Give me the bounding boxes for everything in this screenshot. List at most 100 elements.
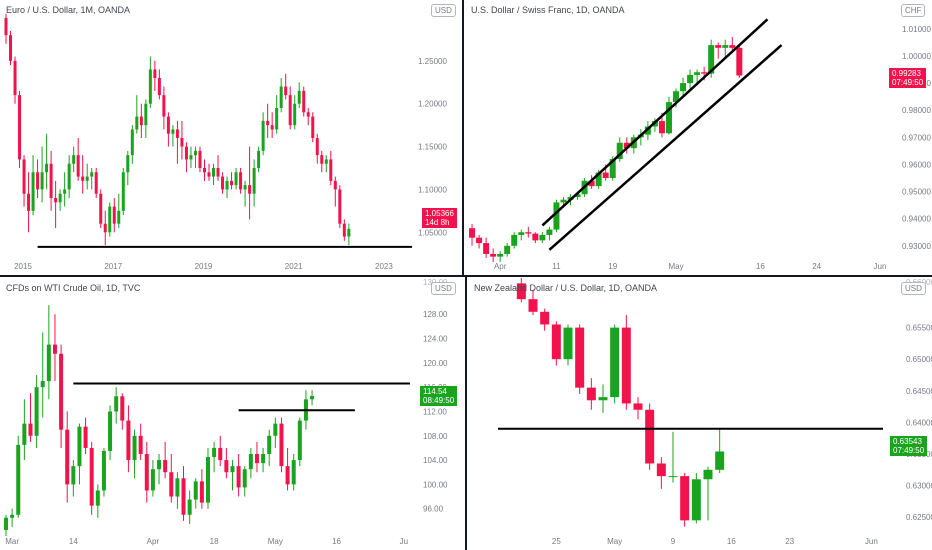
candle-body [729, 45, 736, 48]
y-tick-label: 100.00 [423, 480, 448, 489]
candle-body [212, 168, 216, 177]
candle-body [216, 168, 220, 177]
x-tick-label: 16 [332, 537, 341, 546]
candle-body [212, 447, 217, 458]
candle-body [633, 403, 643, 410]
currency-badge[interactable]: USD [901, 282, 926, 295]
currency-badge[interactable]: USD [431, 4, 456, 17]
candle-body [132, 435, 137, 461]
x-tick-label: Jun [865, 537, 878, 546]
currency-badge[interactable]: CHF [901, 4, 926, 17]
candle-body [71, 466, 76, 485]
candle-body [288, 95, 292, 126]
candle-body [193, 150, 197, 156]
candle-body [234, 172, 238, 186]
vertical-separator-bottom[interactable] [465, 276, 467, 550]
candle-body [108, 206, 112, 233]
candle-body [181, 478, 186, 515]
candle-body [273, 423, 278, 436]
candle-body [45, 163, 49, 173]
candle-body [297, 90, 301, 104]
candle-body [49, 163, 53, 198]
y-tick-label: 128.00 [423, 310, 448, 319]
candle-body [94, 172, 98, 194]
y-tick-label: 0.94000 [902, 215, 931, 224]
candle-body [157, 460, 162, 470]
candle-body [483, 243, 490, 254]
y-tick-label: 1.00000 [902, 52, 931, 61]
x-tick-label: Apr [147, 537, 160, 546]
candle-body [175, 129, 179, 138]
candle-body [221, 176, 225, 190]
y-tick-label: 120.00 [423, 359, 448, 368]
candle-body [722, 45, 729, 48]
candle-body [687, 74, 694, 84]
x-tick-label: 2023 [375, 262, 393, 271]
candle-body [169, 472, 174, 497]
chart-title: Euro / U.S. Dollar, 1M, OANDA [6, 5, 131, 15]
nzdusd-chart-svg[interactable]: 0.655000.650000.645000.640000.635000.630… [468, 278, 932, 550]
candle-body [553, 202, 560, 230]
candle-body [694, 72, 701, 75]
candle-body [270, 125, 274, 130]
candle-body [302, 90, 306, 113]
candle-body [184, 146, 188, 160]
x-tick-label: 11 [552, 262, 561, 271]
candle-body [189, 155, 193, 160]
candle-body [89, 447, 94, 506]
candle-body [598, 397, 608, 401]
candle-body [52, 344, 57, 354]
candle-body [157, 78, 161, 96]
candle-body [163, 460, 168, 473]
nzdusd-chart-panel[interactable]: 0.655000.650000.645000.640000.635000.630… [468, 278, 932, 550]
y-tick-label: 0.95000 [902, 188, 931, 197]
candle-body [225, 180, 229, 190]
price-tag-time: 08:49:50 [423, 396, 455, 405]
candle-body [333, 180, 337, 190]
candle-body [72, 155, 76, 164]
candle-body [621, 327, 631, 404]
y-tick-label: 0.98000 [902, 106, 931, 115]
vertical-separator-top[interactable] [462, 0, 464, 276]
candle-body [261, 120, 265, 151]
usdchf-chart-panel[interactable]: 1.010001.000000.990000.980000.970000.960… [465, 0, 932, 275]
candle-body [586, 387, 596, 401]
candle-body [239, 172, 243, 190]
eurusd-chart-panel[interactable]: 1.25000 1.20000 1.15000 1.10000 1.05000 2015 2… [0, 0, 462, 275]
x-tick-label: 2019 [195, 262, 213, 271]
candle-body [76, 155, 80, 177]
eurusd-chart-svg[interactable]: 1.25000 1.20000 1.15000 1.10000 1.05000 2015 2… [0, 0, 462, 275]
y-tick-label: 1.15000 [418, 143, 447, 152]
y-tick-label: 0.62500 [906, 513, 932, 522]
candle-body [279, 423, 284, 467]
channel-line [548, 44, 783, 251]
currency-badge[interactable]: USD [431, 282, 456, 295]
price-tag-value: 1.05366 [425, 209, 454, 218]
usdchf-chart-svg[interactable]: 1.010001.000000.990000.980000.970000.960… [465, 0, 932, 275]
candle-body [22, 423, 27, 445]
y-tick-label: 108.00 [423, 432, 448, 441]
candle-body [202, 168, 206, 173]
y-tick-label: 0.97000 [902, 133, 931, 142]
candle-body [610, 327, 620, 398]
candle-body [65, 429, 70, 485]
candle-body [27, 193, 31, 211]
candle-body [680, 476, 690, 521]
candle-body [10, 514, 15, 518]
x-tick-label: 2021 [285, 262, 303, 271]
candle-body [77, 426, 82, 467]
x-tick-label: Jun [874, 262, 887, 271]
candle-body [293, 103, 297, 126]
price-tag-time: 07:49:50 [893, 446, 925, 455]
candle-body [266, 120, 270, 126]
y-tick-label: 1.20000 [418, 100, 447, 109]
wti-chart-panel[interactable]: 128.00124.00120.00116.00112.00108.00104.… [0, 278, 465, 550]
wti-chart-svg[interactable]: 128.00124.00120.00116.00112.00108.00104.… [0, 278, 465, 550]
candle-body [645, 409, 655, 464]
x-tick-label: 23 [785, 537, 794, 546]
candle-body [539, 234, 546, 241]
candle-body [193, 481, 198, 500]
